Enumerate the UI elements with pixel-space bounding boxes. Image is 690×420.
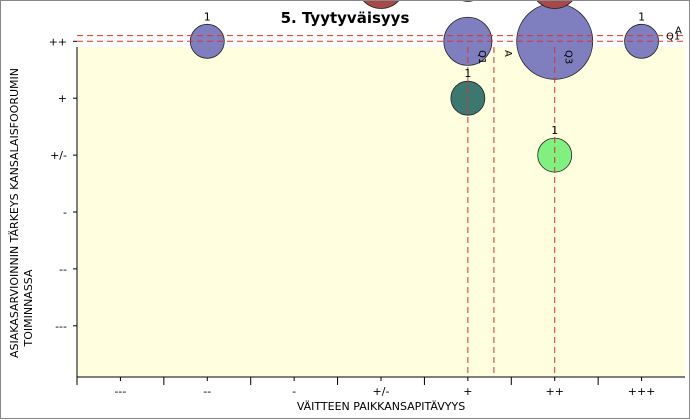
vertical-reference-label-q3: Q3: [563, 50, 574, 64]
x-axis-ticks: ------+/-++++++: [77, 377, 655, 398]
x-tick-label: +: [463, 385, 472, 398]
y-tick-label: --: [59, 263, 67, 276]
x-tick-label: +++: [628, 385, 656, 398]
bubble-count-label: 1: [638, 10, 645, 23]
y-axis-title-line-2: TOIMINNASSA: [22, 269, 35, 348]
y-axis-ticks: +++++++/-------: [39, 1, 77, 333]
vertical-reference-label-q1: Q1: [476, 50, 487, 64]
chart-title: 5. Tyytyväisyys: [281, 9, 410, 27]
bubble-count-label: 1: [464, 67, 471, 80]
bubble-count-label: 1: [204, 10, 211, 23]
y-tick-label: ---: [55, 320, 67, 333]
x-axis-title: VÄITTEEN PAIKKANSAPITÄVYYS: [297, 400, 465, 413]
vertical-reference-label-a: A: [502, 50, 513, 57]
y-tick-label: +: [58, 92, 67, 105]
y-tick-label: +/-: [50, 149, 67, 162]
y-tick-label: -: [63, 206, 67, 219]
bubble-count-label: 5: [551, 1, 558, 2]
x-tick-label: +/-: [373, 385, 390, 398]
y-axis-title: ASIAKASARVIOINNIN TÄRKEYS KANSALAISFOORU…: [8, 68, 35, 358]
plot-area: [77, 47, 685, 377]
x-tick-label: --: [203, 385, 211, 398]
x-tick-label: ++: [545, 385, 563, 398]
x-tick-label: ---: [114, 385, 126, 398]
horizontal-reference-label-q1: Q1: [666, 31, 680, 42]
y-axis-title-line-1: ASIAKASARVIOINNIN TÄRKEYS KANSALAISFOORU…: [8, 68, 21, 358]
x-tick-label: -: [292, 385, 296, 398]
y-tick-label: ++: [49, 35, 67, 48]
bubble-2: [357, 1, 405, 8]
bubble-count-label: 1: [551, 124, 558, 137]
